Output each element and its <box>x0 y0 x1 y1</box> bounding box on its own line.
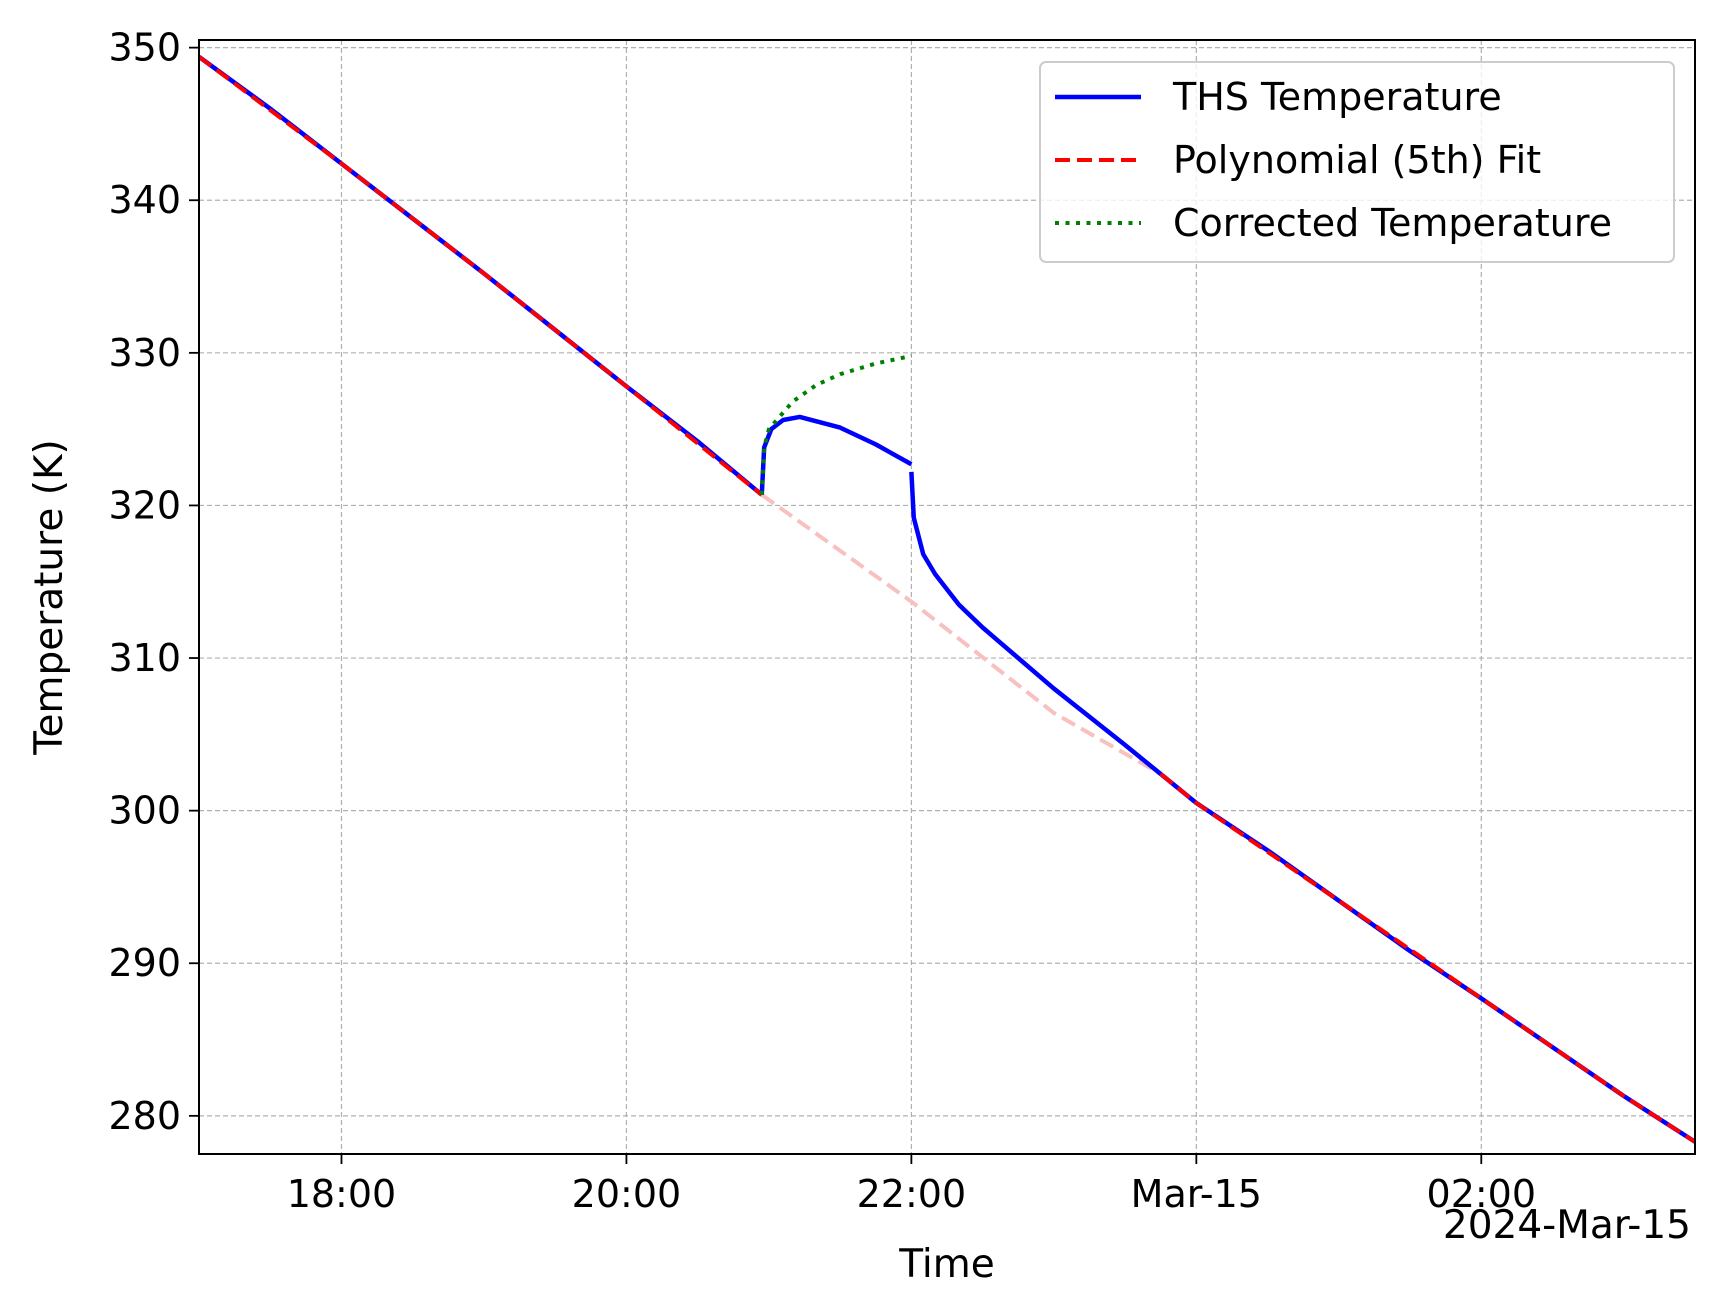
y-tick-label: 320 <box>108 483 181 527</box>
legend-box <box>1039 61 1675 263</box>
x-axis-offset-label: 2024-Mar-15 <box>1443 1203 1691 1248</box>
series-line-polynomial-5th-fit-gap-interpolation <box>760 493 1162 776</box>
x-tick-label: 18:00 <box>287 1172 397 1216</box>
legend-label-ths-temperature: THS Temperature <box>1172 75 1502 119</box>
x-axis: 18:00 20:00 22:00 Mar-15 02:00 <box>287 1154 1536 1216</box>
x-tick-label: 20:00 <box>572 1172 682 1216</box>
series-line-polynomial-5th-fit <box>1159 772 1695 1144</box>
series-line-polynomial-5th-fit <box>199 55 764 497</box>
x-tick-label: Mar-15 <box>1131 1172 1262 1216</box>
y-tick-label: 310 <box>108 636 181 680</box>
y-tick-label: 350 <box>108 26 181 70</box>
legend-label-polynomial-5th-fit: Polynomial (5th) Fit <box>1173 138 1541 182</box>
y-tick-label: 330 <box>108 331 181 375</box>
y-tick-label: 290 <box>108 941 181 985</box>
legend: THS Temperature Polynomial (5th) Fit Corre… <box>1039 61 1675 263</box>
y-axis-label: Temperature (K) <box>27 439 72 755</box>
x-axis-label: Time <box>898 1242 994 1287</box>
y-tick-label: 340 <box>108 178 181 222</box>
series-line-corrected-temperature <box>759 353 912 495</box>
plot-area <box>199 54 1695 1144</box>
legend-label-corrected-temperature: Corrected Temperature <box>1173 201 1612 245</box>
plot-frame <box>198 39 1696 1155</box>
y-tick-label: 280 <box>108 1094 181 1138</box>
x-tick-label: 22:00 <box>857 1172 967 1216</box>
x-tick-label: 02:00 <box>1427 1172 1537 1216</box>
series-line-ths-temperature <box>759 414 913 495</box>
y-tick-label: 300 <box>108 789 181 833</box>
y-axis: 280 290 300 310 320 330 340 350 <box>108 26 199 1138</box>
grid <box>199 40 1695 1154</box>
